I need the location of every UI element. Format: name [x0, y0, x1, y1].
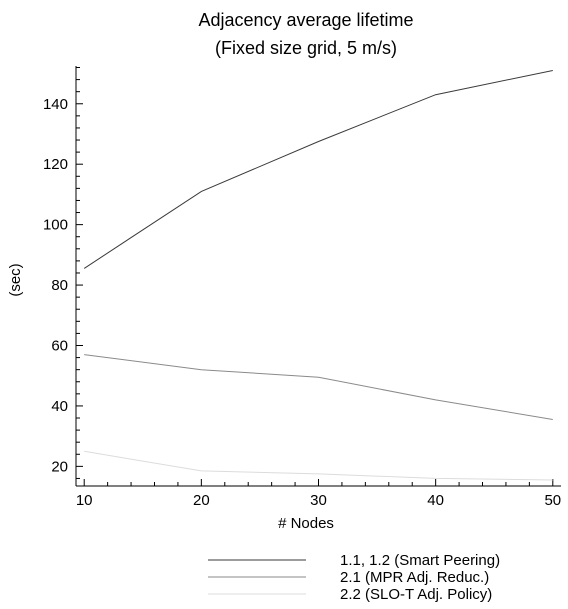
x-axis-title: # Nodes — [278, 515, 334, 532]
x-tick-label: 10 — [76, 492, 93, 509]
x-tick-label: 20 — [193, 492, 210, 509]
y-tick-label: 100 — [43, 217, 68, 234]
y-tick-label: 140 — [43, 96, 68, 113]
x-tick-label: 50 — [544, 492, 561, 509]
legend-label-2: 2.1 (MPR Adj. Reduc.) — [340, 569, 489, 586]
y-tick-label: 60 — [51, 337, 68, 354]
legend-label-1: 1.1, 1.2 (Smart Peering) — [340, 552, 500, 569]
y-tick-label: 20 — [51, 458, 68, 475]
legend-label-3: 2.2 (SLO-T Adj. Policy) — [340, 586, 492, 603]
y-axis-title: (sec) — [7, 263, 24, 296]
y-tick-label: 80 — [51, 277, 68, 294]
y-tick-label: 40 — [51, 398, 68, 415]
series-line-2 — [84, 354, 553, 420]
chart-subtitle: (Fixed size grid, 5 m/s) — [215, 38, 397, 58]
x-tick-label: 40 — [427, 492, 444, 509]
chart-title: Adjacency average lifetime — [198, 10, 413, 30]
series-line-3 — [84, 450, 553, 481]
y-axis-ticks: 20 40 60 80 100 120 140 — [43, 67, 83, 479]
x-axis-ticks: 10 20 30 40 50 — [76, 479, 561, 509]
legend: 1.1, 1.2 (Smart Peering)2.1 (MPR Adj. Re… — [208, 552, 500, 603]
x-tick-label: 30 — [310, 492, 327, 509]
series-line-1 — [83, 70, 553, 269]
plot-area — [83, 70, 553, 481]
y-tick-label: 120 — [43, 156, 68, 173]
